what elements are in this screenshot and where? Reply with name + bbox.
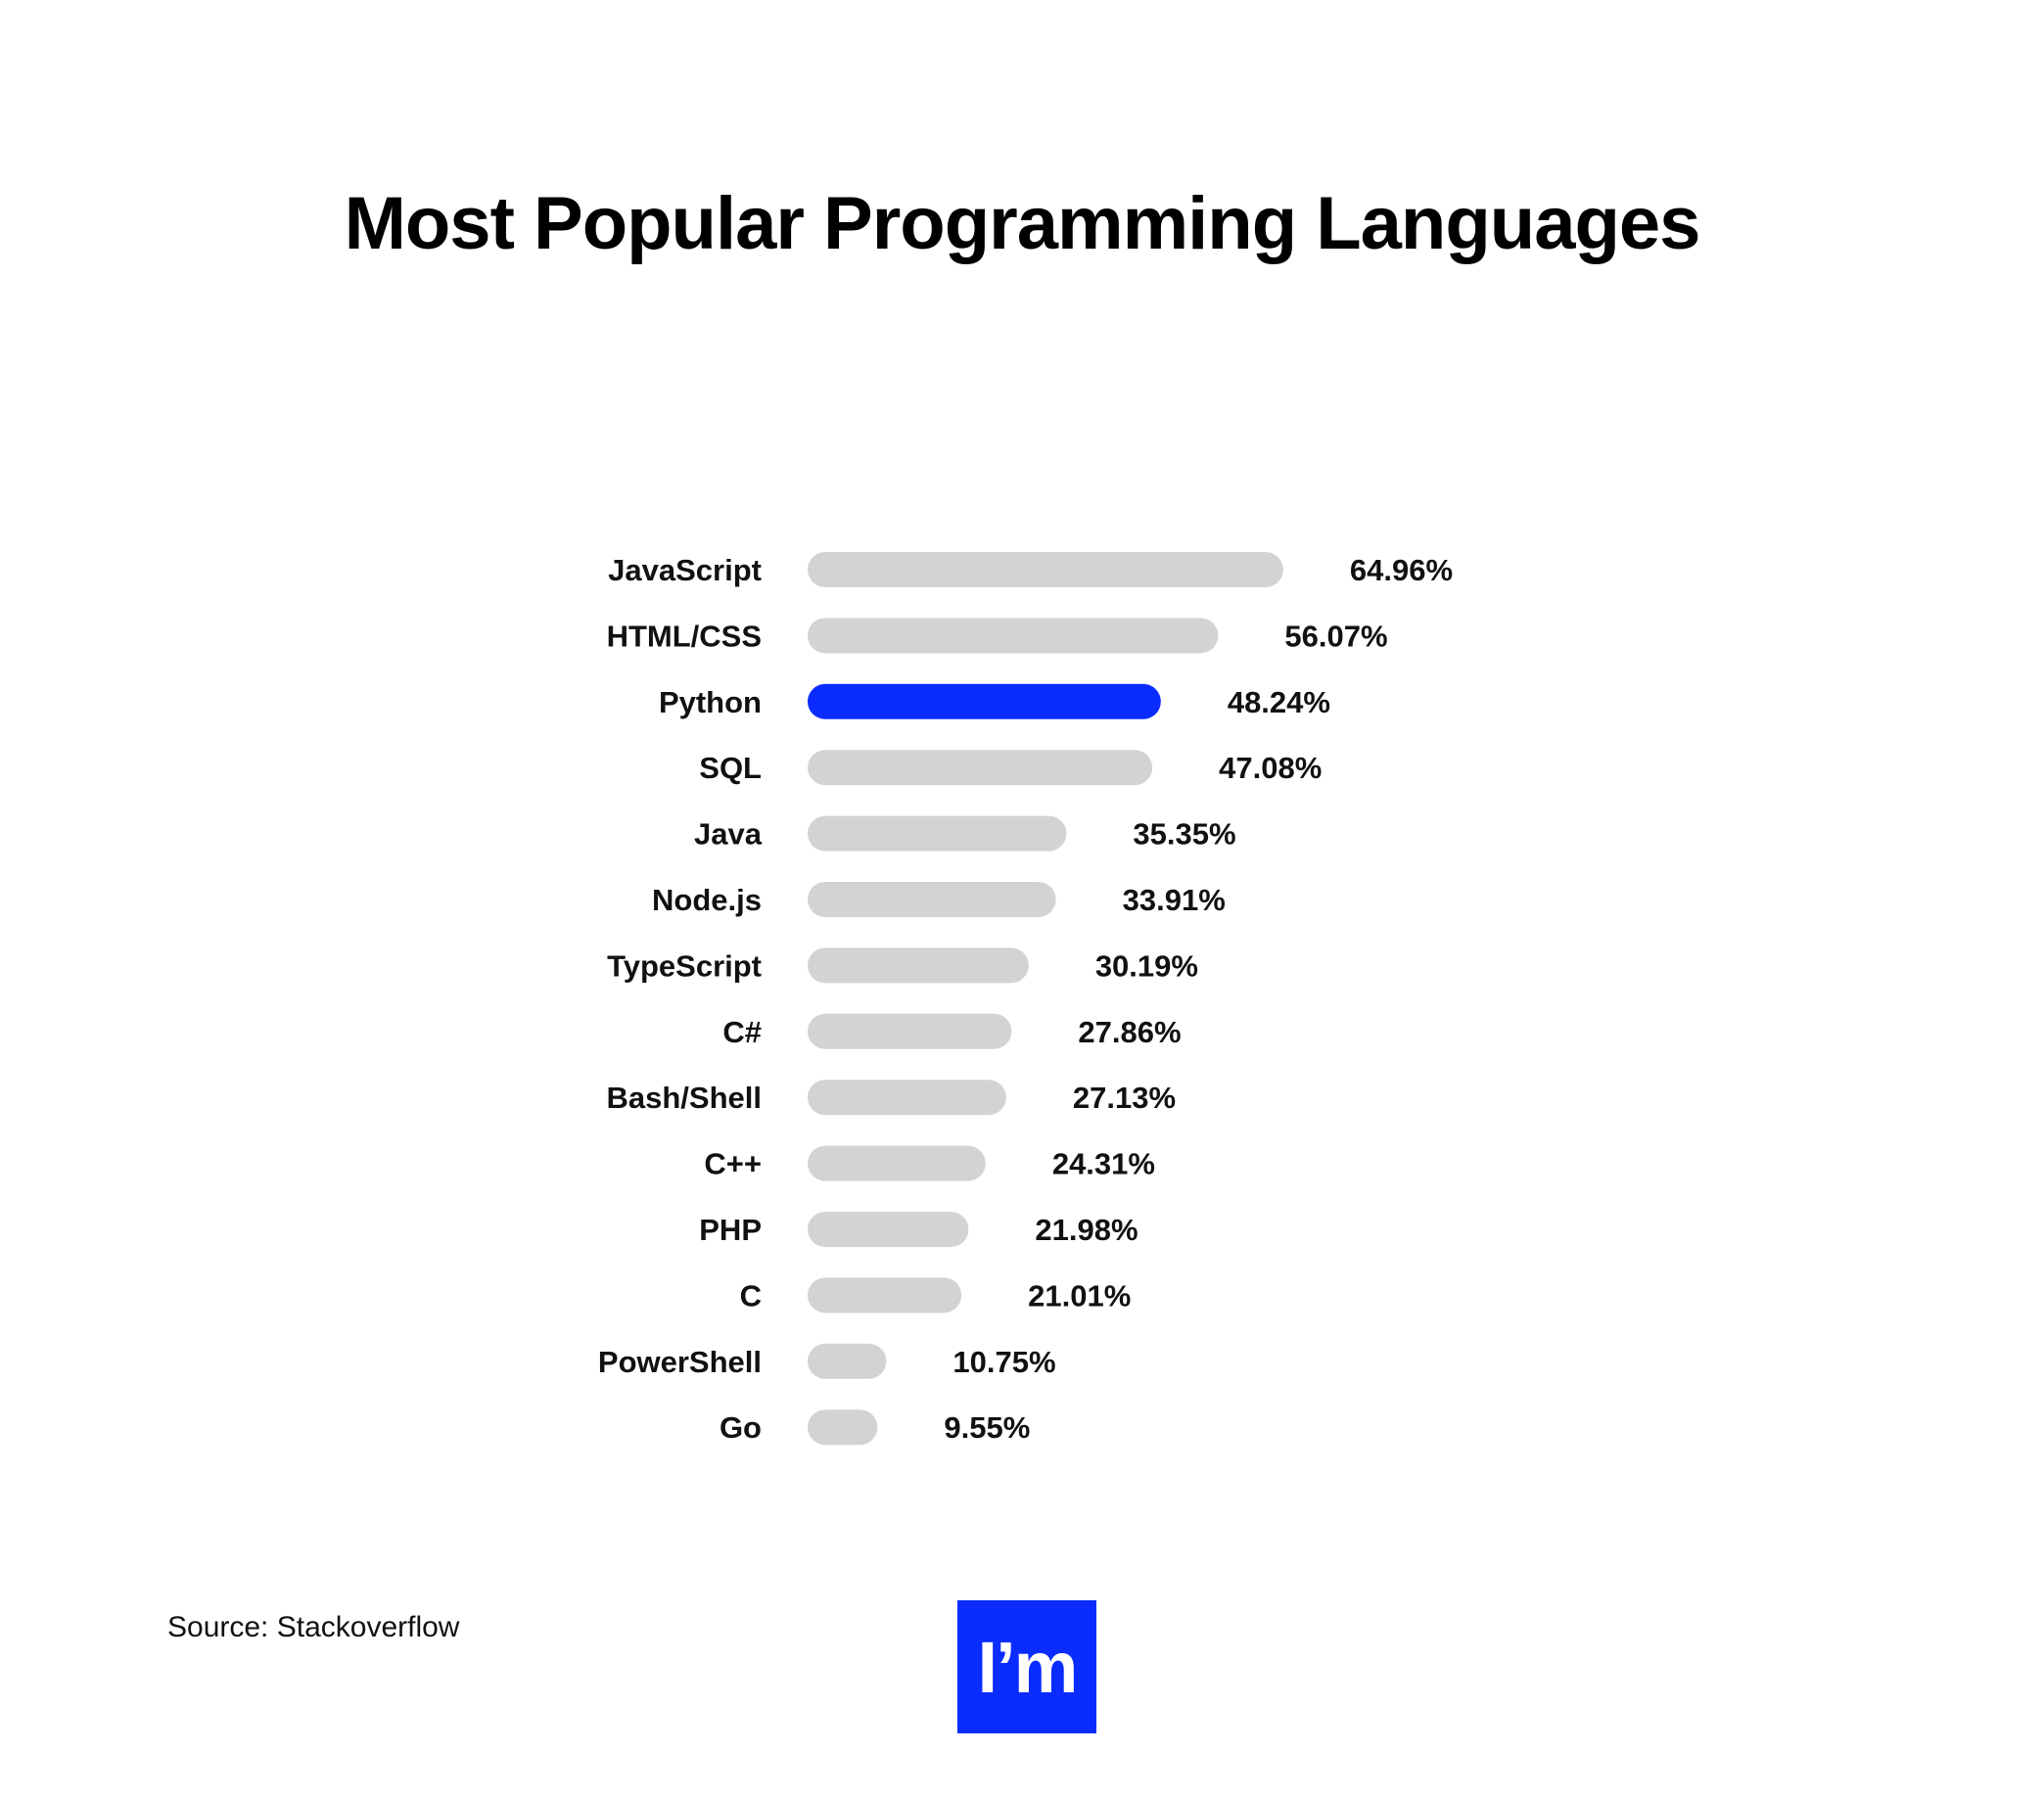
value-label: 33.91%: [1123, 883, 1226, 917]
category-label: HTML/CSS: [607, 619, 762, 653]
bar: [808, 750, 1153, 786]
category-label: PHP: [699, 1213, 762, 1247]
value-label: 27.86%: [1078, 1015, 1181, 1049]
value-label: 9.55%: [944, 1410, 1030, 1445]
bar: [808, 882, 1056, 917]
bar: [808, 1080, 1006, 1116]
brand-logo: I’m: [957, 1600, 1096, 1733]
category-label: Python: [659, 685, 762, 719]
source-note: Source: Stackoverflow: [167, 1611, 460, 1643]
logo-text: I’m: [977, 1626, 1079, 1708]
chart-title: Most Popular Programming Languages: [344, 182, 1701, 265]
category-label: TypeScript: [607, 948, 762, 983]
category-label: C#: [722, 1015, 762, 1049]
bar: [808, 1409, 878, 1446]
category-label: Node.js: [652, 883, 762, 917]
bar: [808, 1212, 969, 1247]
value-label: 24.31%: [1052, 1147, 1155, 1181]
bar: [808, 947, 1029, 984]
value-label: 35.35%: [1133, 817, 1235, 852]
value-label: 47.08%: [1219, 751, 1322, 785]
bar: [808, 552, 1283, 587]
bar: [808, 1013, 1012, 1049]
category-label: C++: [704, 1147, 762, 1181]
value-label: 56.07%: [1284, 619, 1387, 653]
value-label: 27.13%: [1073, 1081, 1176, 1115]
category-label: Go: [720, 1410, 762, 1445]
category-label: SQL: [699, 751, 762, 785]
bar: [808, 1343, 887, 1379]
bar: [808, 1277, 962, 1314]
value-label: 21.98%: [1035, 1213, 1138, 1247]
bar: [808, 1145, 986, 1181]
bar: [808, 815, 1067, 852]
bar: [808, 683, 1161, 719]
category-label: JavaScript: [608, 553, 762, 587]
value-label: 48.24%: [1228, 685, 1330, 719]
category-label: C: [740, 1278, 762, 1313]
value-label: 21.01%: [1028, 1278, 1131, 1313]
value-label: 10.75%: [952, 1345, 1055, 1379]
category-label: Bash/Shell: [607, 1081, 763, 1115]
value-label: 64.96%: [1350, 553, 1453, 587]
category-label: Java: [694, 817, 763, 852]
bar: [808, 618, 1219, 654]
category-label: PowerShell: [598, 1345, 762, 1379]
value-label: 30.19%: [1095, 948, 1198, 983]
